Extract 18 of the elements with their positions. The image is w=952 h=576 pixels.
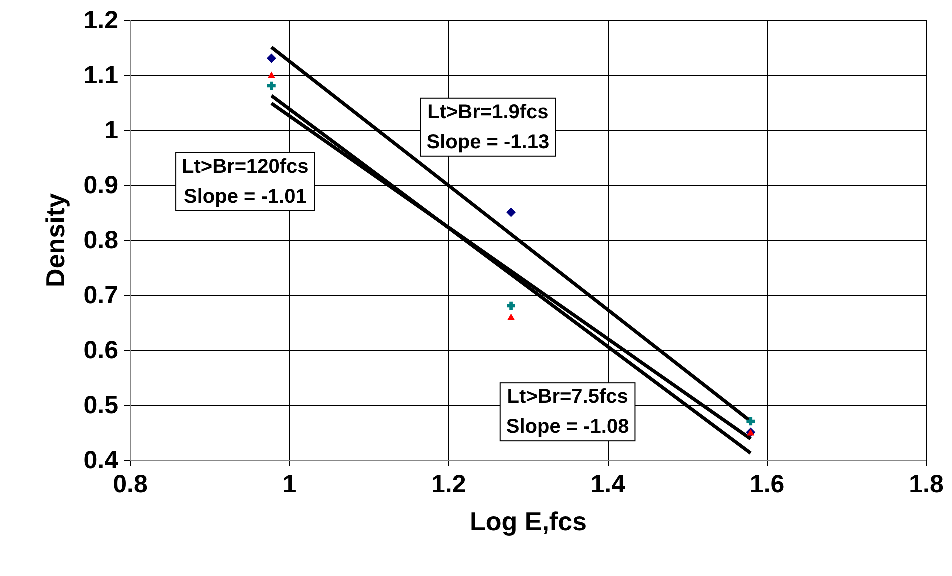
- y-axis-title: Density: [40, 193, 71, 288]
- y-tick-label: 1: [104, 116, 119, 144]
- annotation: Lt>Br=1.9fcs Slope = -1.13: [426, 101, 550, 154]
- y-tick-label: 0.9: [84, 172, 118, 200]
- x-tick-label: 1.8: [909, 470, 944, 498]
- y-tick-label: 0.5: [84, 392, 119, 420]
- annotation: Lt>Br=7.5fcs Slope = -1.08: [506, 386, 630, 438]
- annotation: Lt>Br=120fcs Slope = -1.01: [182, 156, 309, 208]
- x-tick-label: 1.2: [432, 470, 466, 498]
- x-tick-label: 1: [282, 470, 297, 498]
- y-tick-label: 0.6: [84, 336, 118, 364]
- x-tick-label: 1.6: [750, 470, 785, 498]
- y-tick-label: 1.1: [84, 62, 119, 90]
- y-tick-label: 0.8: [84, 226, 119, 254]
- x-tick-label: 1.4: [590, 470, 626, 498]
- y-tick-label: 0.7: [84, 282, 118, 310]
- y-tick-label: 1.2: [84, 6, 118, 34]
- x-axis-title: Log E,fcs: [470, 506, 588, 536]
